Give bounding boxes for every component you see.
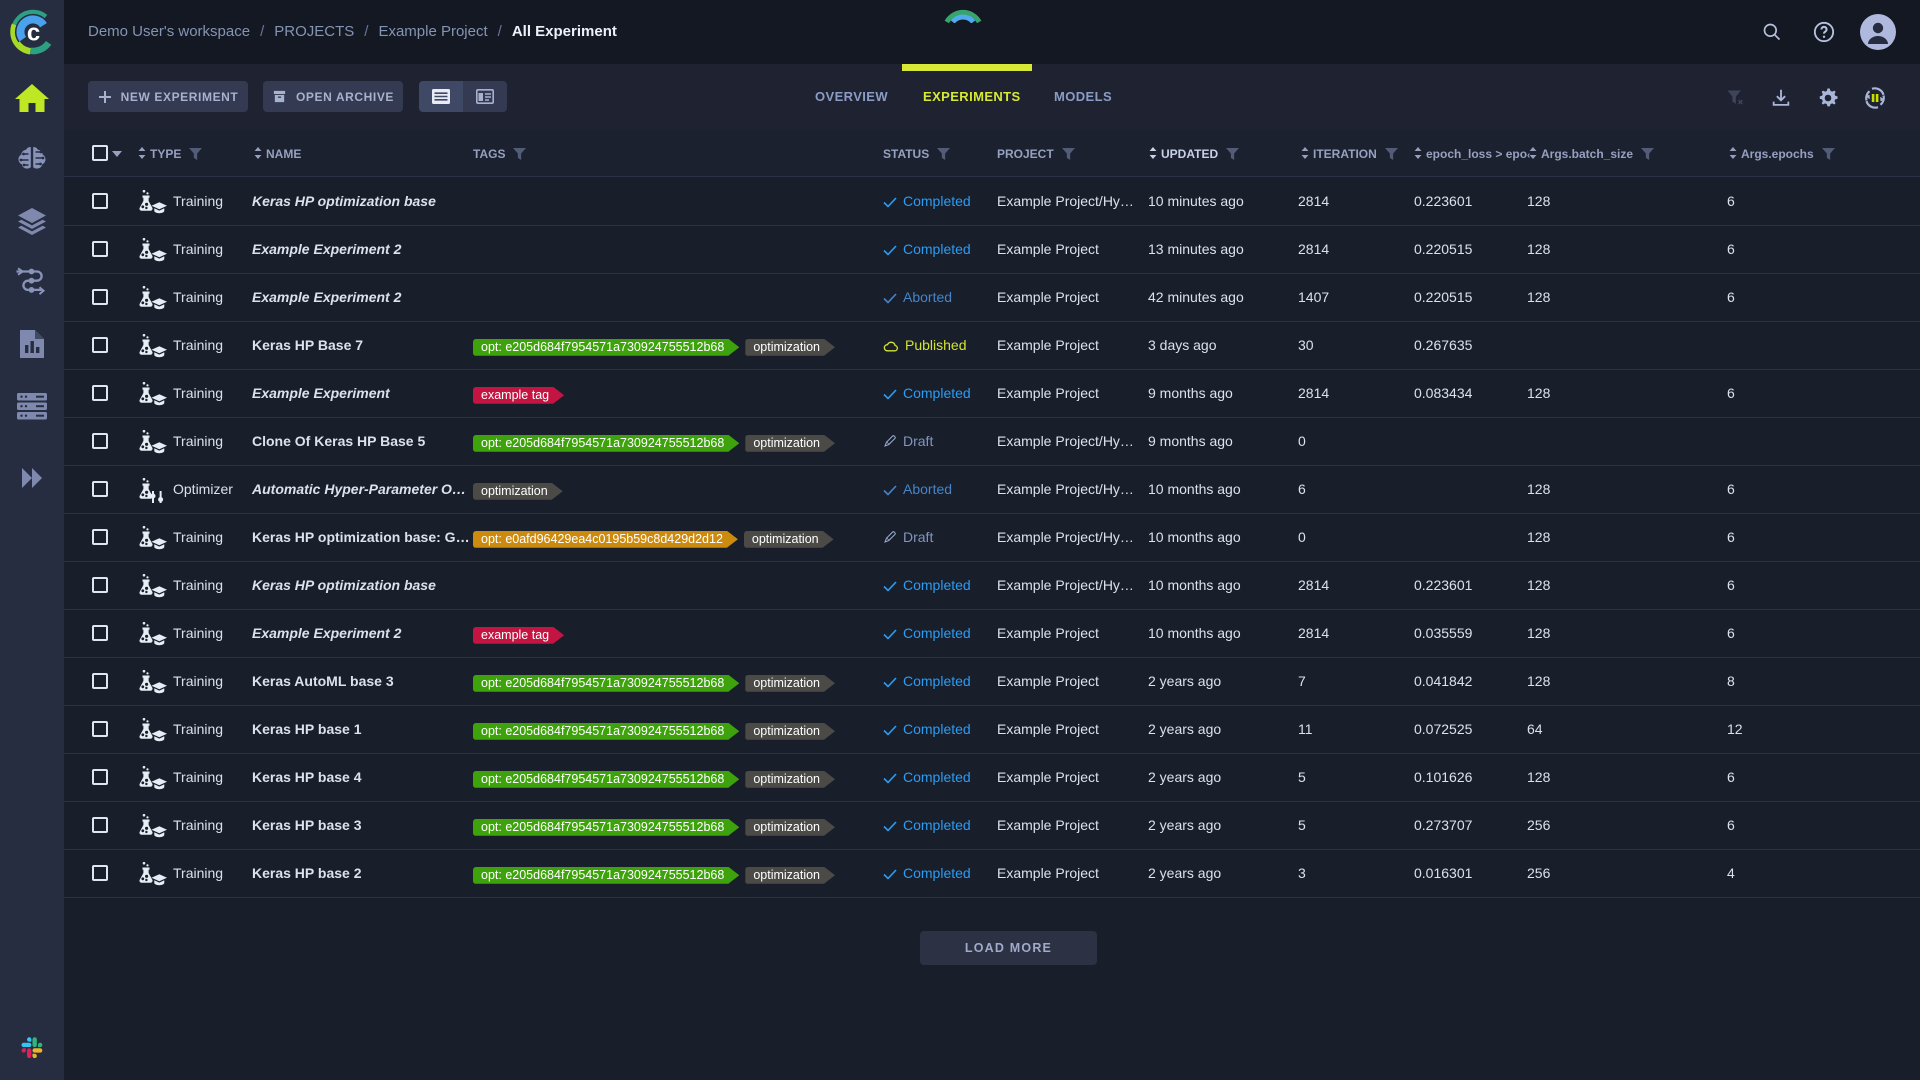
svg-text:c: c	[27, 20, 40, 47]
